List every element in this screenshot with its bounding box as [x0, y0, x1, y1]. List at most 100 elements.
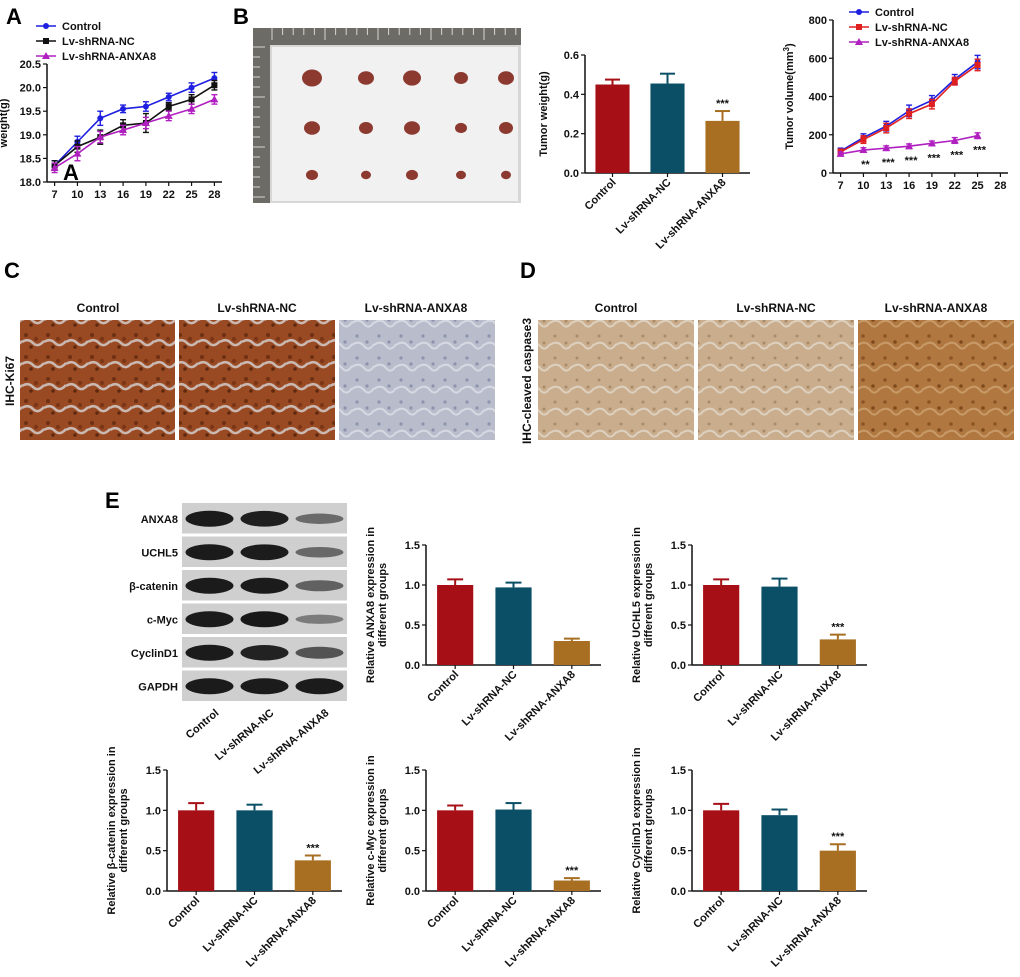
data-point [188, 84, 195, 91]
data-point [73, 149, 82, 157]
y-tick-label: 0.2 [564, 129, 579, 141]
data-point [142, 103, 149, 110]
tumor-sample [358, 71, 374, 85]
legend-label: Lv-shRNA-ANXA8 [62, 51, 156, 63]
tumor-sample [359, 122, 373, 134]
blot-band [295, 646, 344, 659]
y-tick-label: 20.0 [20, 83, 41, 95]
anxa8-expression-bar-chart: 0.00.51.01.5ControlLv-shRNA-NCLv-shRNA-A… [365, 527, 601, 744]
panel-label-e: E [105, 488, 120, 513]
significance-marker: *** [565, 865, 579, 877]
x-tick-label: 19 [140, 189, 152, 201]
series-line [54, 84, 215, 167]
y-tick-label: 1.0 [405, 580, 420, 592]
bar [703, 810, 740, 891]
blot-band [240, 678, 289, 695]
y-axis-label-text: weight(g) [0, 98, 10, 148]
data-point [951, 78, 958, 85]
y-axis-label-line2: different groups [118, 788, 130, 872]
blot-band [240, 577, 289, 594]
ihc-d-col-control: Control [595, 301, 638, 315]
y-axis-label: Relative β-catenin expression in [106, 746, 118, 914]
tumor-sample [499, 122, 513, 134]
data-point [927, 139, 936, 147]
blot-band [185, 611, 234, 628]
x-tick-label: 7 [838, 180, 844, 192]
y-tick-label: 1.5 [671, 540, 686, 552]
legend-marker [43, 23, 49, 29]
significance-marker: *** [882, 157, 896, 169]
data-point [211, 75, 218, 82]
x-tick-label: 22 [949, 180, 961, 192]
legend-label: Lv-shRNA-NC [875, 22, 948, 34]
x-tick-label: Lv-shRNA-NC [726, 895, 786, 955]
ihc-d-ylabel: IHC-cleaved caspase3 [520, 318, 534, 444]
blot-band [185, 678, 234, 695]
blot-band [295, 513, 344, 524]
y-axis-label: Relative ANXA8 expression in [365, 527, 377, 683]
y-tick-label: 0.5 [671, 846, 686, 858]
blot-row-label: c-Myc [147, 614, 178, 626]
data-point [188, 96, 195, 103]
tumor-sample [498, 71, 514, 85]
y-axis-label: Relative CyclinD1 expression in [631, 747, 643, 914]
beta-catenin-expression-bar-chart: 0.00.51.01.5ControlLv-shRNA-NC***Lv-shRN… [106, 746, 342, 970]
y-tick-label: 0.5 [405, 620, 420, 632]
data-point [97, 115, 104, 122]
significance-marker: *** [950, 149, 964, 161]
y-axis-label: weight(g) [0, 98, 10, 148]
y-tick-label: 0.0 [405, 660, 420, 672]
panel-label-c: C [4, 258, 20, 283]
legend-label: Control [62, 21, 101, 33]
y-axis-label-line2: different groups [377, 788, 389, 872]
data-point [120, 105, 127, 112]
blot-row-label: ANXA8 [141, 514, 178, 526]
legend-label: Control [875, 7, 914, 19]
legend-marker [42, 52, 50, 59]
x-tick-label: Control [691, 895, 727, 931]
y-tick-label: 200 [809, 130, 827, 142]
x-tick-label: 13 [880, 180, 892, 192]
blot-band [185, 577, 234, 594]
ruler-top [253, 28, 521, 45]
ihc-d-col-nc: Lv-shRNA-NC [736, 301, 816, 315]
blot-band [185, 510, 234, 527]
tumor-sample [403, 70, 421, 86]
series-line [54, 98, 215, 169]
data-point [165, 94, 172, 101]
legend-marker [856, 9, 862, 15]
y-tick-label: 0.4 [564, 89, 580, 101]
ihc-c-col-nc: Lv-shRNA-NC [217, 301, 297, 315]
cyclind1-expression-bar-chart: 0.00.51.01.5ControlLv-shRNA-NC***Lv-shRN… [631, 747, 867, 970]
y-tick-label: 0 [821, 168, 827, 180]
y-tick-label: 600 [809, 53, 827, 65]
y-tick-label: 0.5 [405, 846, 420, 858]
x-tick-label: 25 [971, 180, 983, 192]
tumor-sample [456, 170, 466, 180]
bar [437, 585, 474, 665]
significance-marker: *** [306, 843, 320, 855]
data-point [883, 125, 890, 132]
data-point [164, 111, 173, 119]
blot-band [240, 544, 289, 561]
significance-marker: *** [973, 145, 987, 157]
ihc-c-image-control [20, 320, 175, 440]
inner-panel-label: A [63, 160, 79, 185]
x-tick-label: Lv-shRNA-NC [614, 177, 674, 237]
x-tick-label: 28 [208, 189, 220, 201]
tumor-sample [361, 170, 371, 180]
western-blot: ANXA8 UCHL5 β-catenin c-Myc CyclinD1 GAPDH Con… [129, 503, 347, 777]
legend-marker [43, 38, 49, 44]
y-tick-label: 1.0 [405, 805, 420, 817]
x-tick-label: 10 [857, 180, 869, 192]
blot-column-label: Control [184, 707, 222, 741]
data-point [859, 146, 868, 154]
y-axis-label: Tumor volume(mm3) [782, 43, 796, 150]
significance-marker: *** [831, 622, 845, 634]
tumor-sample [304, 121, 320, 135]
bar [294, 860, 331, 891]
y-tick-label: 18.0 [20, 177, 41, 189]
blot-band [240, 611, 289, 628]
y-tick-label: 1.5 [405, 765, 420, 777]
